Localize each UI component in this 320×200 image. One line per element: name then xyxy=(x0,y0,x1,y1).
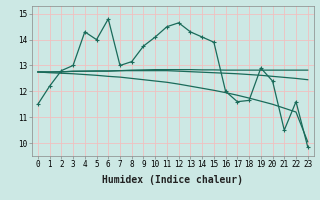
X-axis label: Humidex (Indice chaleur): Humidex (Indice chaleur) xyxy=(102,175,243,185)
